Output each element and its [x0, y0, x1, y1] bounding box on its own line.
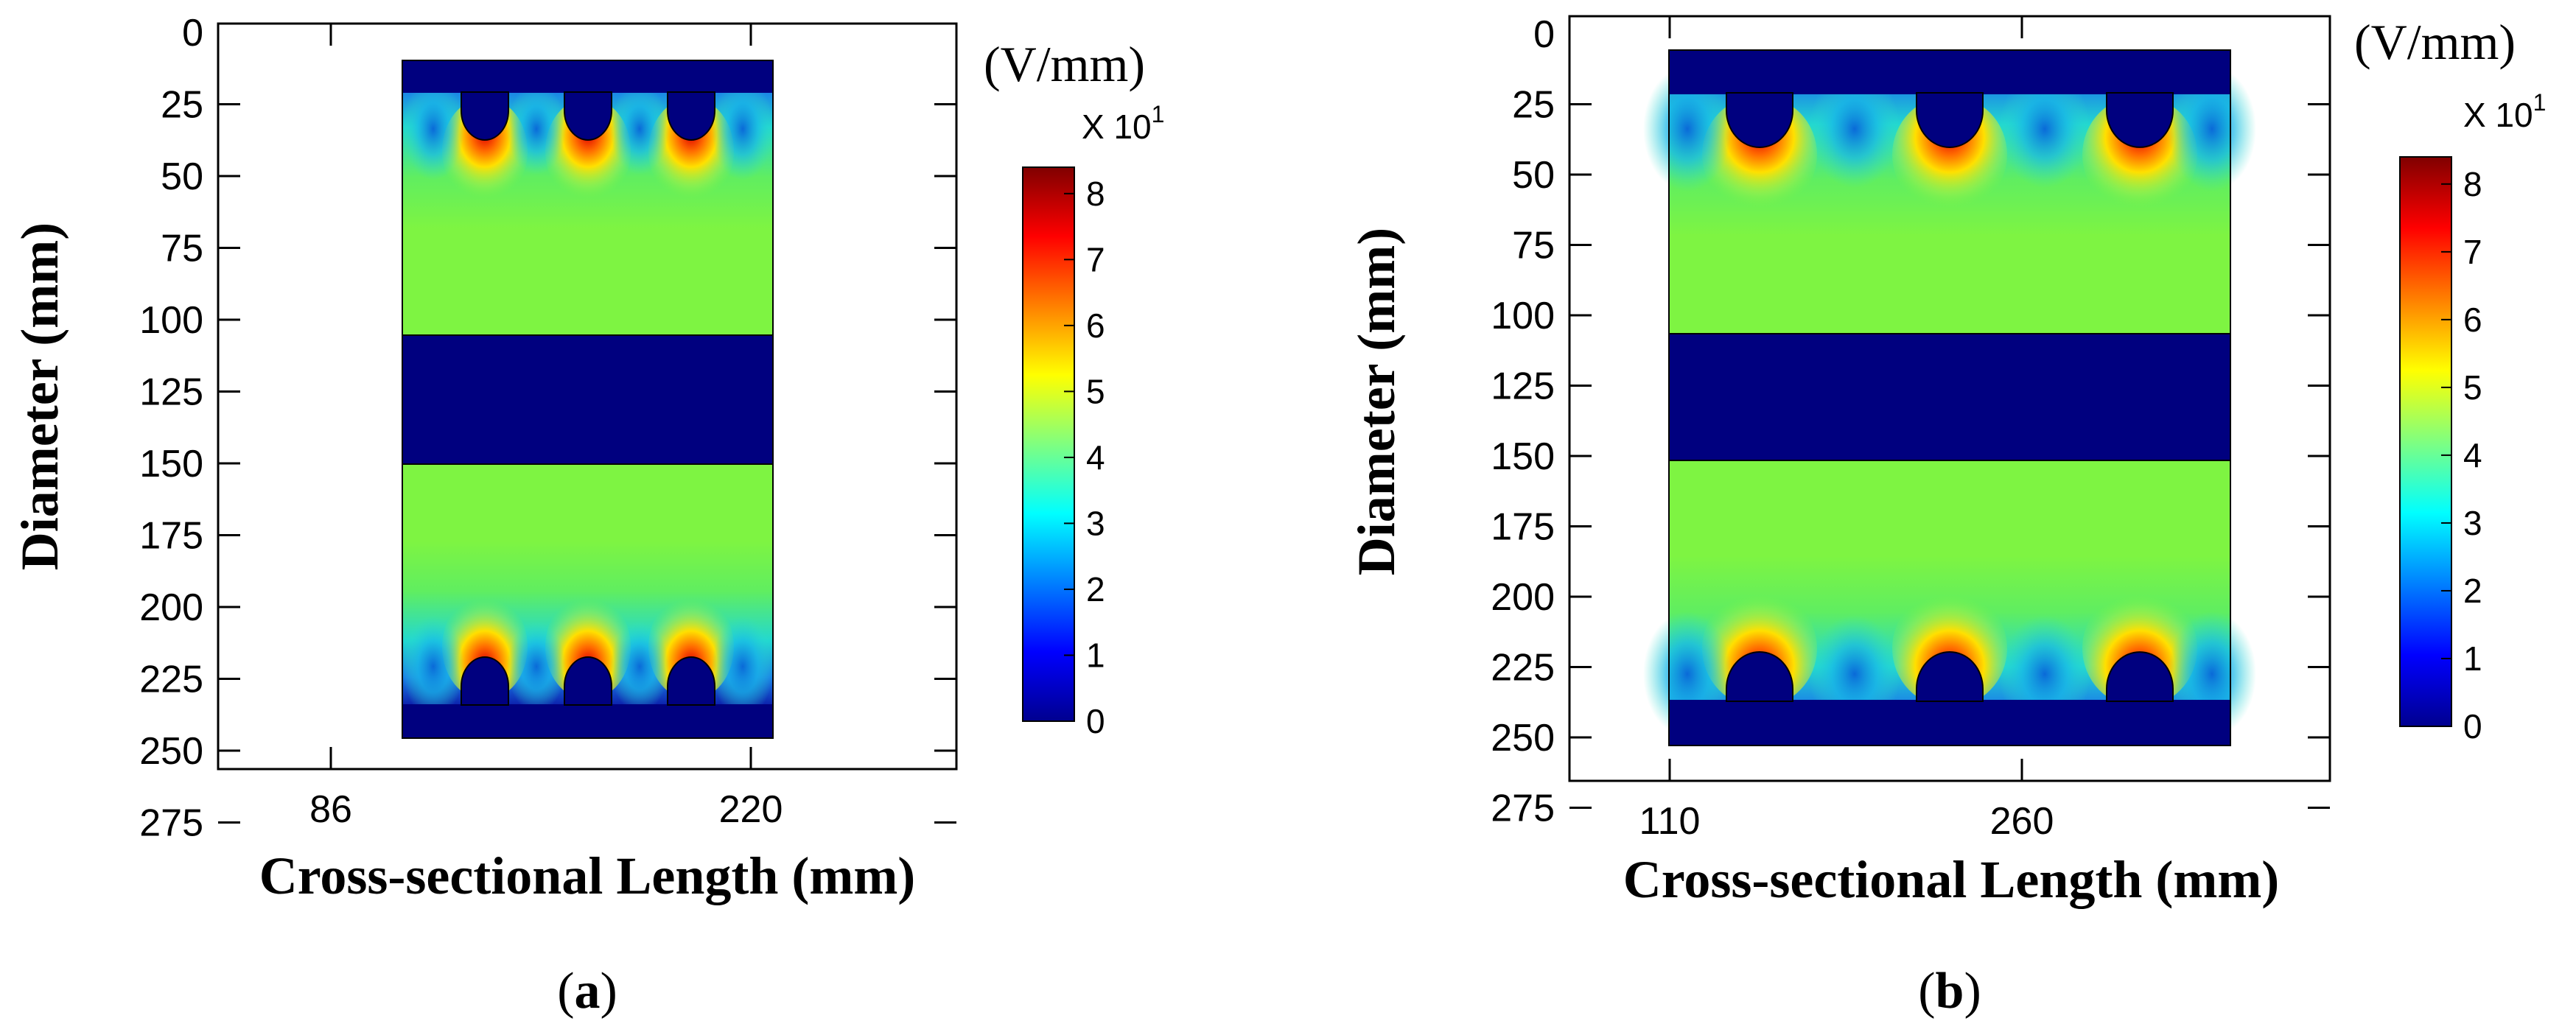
colorbar-unit: (V/mm) — [2354, 14, 2516, 70]
conductor-bump — [1916, 92, 1984, 148]
x-tick-label: 220 — [719, 788, 783, 831]
conductor-bump — [564, 91, 612, 141]
colorbar-gradient — [1022, 166, 1075, 722]
y-tick-label: 50 — [1512, 154, 1555, 197]
y-tick-label: 75 — [1512, 225, 1555, 267]
conductor-bump — [667, 656, 715, 706]
x-axis-title: Cross-sectional Length (mm) — [259, 846, 916, 905]
colorbar-tick-label: 5 — [1086, 372, 1105, 410]
x-tick-label: 260 — [1990, 800, 2054, 843]
y-tick-label: 250 — [139, 730, 203, 773]
colorbar-tick-label: 3 — [1086, 504, 1105, 542]
y-tick-label: 25 — [161, 84, 203, 127]
x-tick-label: 86 — [309, 788, 352, 831]
colorbar-tick-label: 7 — [1086, 240, 1105, 278]
colorbar-multiplier: X 101 — [1082, 101, 1164, 146]
colorbar-tick-label: 0 — [1086, 702, 1105, 740]
conductor-bump — [461, 656, 509, 706]
y-tick-label: 125 — [139, 371, 203, 414]
x-tick-label: 110 — [1639, 800, 1701, 843]
y-tick-label: 125 — [1491, 365, 1555, 408]
colorbar: 0 1 2 3 4 5 6 7 8 (V/mm) X 101 — [2354, 14, 2546, 745]
field-domain — [402, 60, 774, 739]
colorbar-gradient — [2399, 156, 2452, 727]
conductor-bump — [2106, 651, 2174, 702]
outer-conductor-bottom — [1669, 700, 2230, 745]
y-tick-label: 175 — [139, 515, 203, 558]
colorbar-tick-label: 0 — [2463, 707, 2482, 745]
panel-label: (a) — [557, 963, 617, 1020]
y-tick-label: 200 — [139, 586, 203, 629]
panel-label: (b) — [1918, 963, 1981, 1020]
y-tick-label: 275 — [1491, 787, 1555, 830]
colorbar-tick-label: 1 — [2463, 639, 2482, 678]
outer-conductor-bottom — [402, 704, 773, 738]
conductor-bump — [1916, 651, 1984, 702]
y-tick-label: 25 — [1512, 84, 1555, 127]
y-tick-label: 225 — [139, 659, 203, 701]
conductor-bump — [461, 91, 509, 141]
conductor-bump — [2106, 92, 2174, 148]
inner-conductor — [1668, 333, 2231, 461]
colorbar-tick-label: 7 — [2463, 233, 2482, 271]
conductor-bump — [1726, 92, 1793, 148]
y-tick-label: 50 — [161, 155, 203, 198]
outer-conductor-top — [1669, 50, 2230, 94]
y-tick-label: 0 — [1533, 13, 1555, 56]
y-tick-label: 150 — [139, 443, 203, 485]
field-domain — [1643, 49, 2256, 746]
outer-conductor-top — [402, 60, 773, 93]
colorbar-tick-label: 6 — [1086, 306, 1105, 345]
conductor-bump — [667, 91, 715, 141]
conductor-bump — [1726, 651, 1793, 702]
colorbar-tick-label: 4 — [1086, 438, 1105, 477]
conductor-bump — [564, 656, 612, 706]
axis-ticks: 0 25 50 75 100 125 150 175 200 225 250 275 110 260 — [1491, 13, 2330, 843]
colorbar-tick-label: 8 — [1086, 175, 1105, 213]
axis-ticks: 0 25 50 75 100 125 150 175 200 225 250 275 86 220 — [139, 12, 956, 845]
colorbar-tick-label: 6 — [2463, 301, 2482, 339]
inner-conductor — [402, 334, 774, 465]
colorbar-tick-label: 1 — [1086, 636, 1105, 674]
y-tick-label: 0 — [182, 12, 203, 55]
colorbar-multiplier: X 101 — [2463, 89, 2546, 134]
colorbar: 0 1 2 3 4 5 6 7 8 (V/mm) X 101 — [984, 36, 1164, 740]
y-tick-label: 100 — [139, 299, 203, 342]
y-tick-label: 175 — [1491, 506, 1555, 549]
y-tick-label: 150 — [1491, 435, 1555, 478]
colorbar-tick-label: 2 — [1086, 570, 1105, 608]
x-axis-title: Cross-sectional Length (mm) — [1623, 850, 2280, 909]
colorbar-tick-label: 4 — [2463, 436, 2482, 474]
y-tick-label: 200 — [1491, 576, 1555, 619]
y-tick-label: 100 — [1491, 295, 1555, 337]
colorbar-tick-label: 3 — [2463, 504, 2482, 542]
y-tick-label: 75 — [161, 228, 203, 270]
y-tick-label: 250 — [1491, 717, 1555, 759]
y-tick-label: 225 — [1491, 647, 1555, 690]
colorbar-unit: (V/mm) — [984, 36, 1145, 92]
y-axis-title: Diameter (mm) — [10, 222, 69, 570]
y-tick-label: 275 — [139, 802, 203, 845]
colorbar-tick-label: 8 — [2463, 165, 2482, 203]
colorbar-tick-label: 5 — [2463, 368, 2482, 407]
y-axis-title: Diameter (mm) — [1347, 228, 1406, 575]
colorbar-tick-label: 2 — [2463, 572, 2482, 610]
